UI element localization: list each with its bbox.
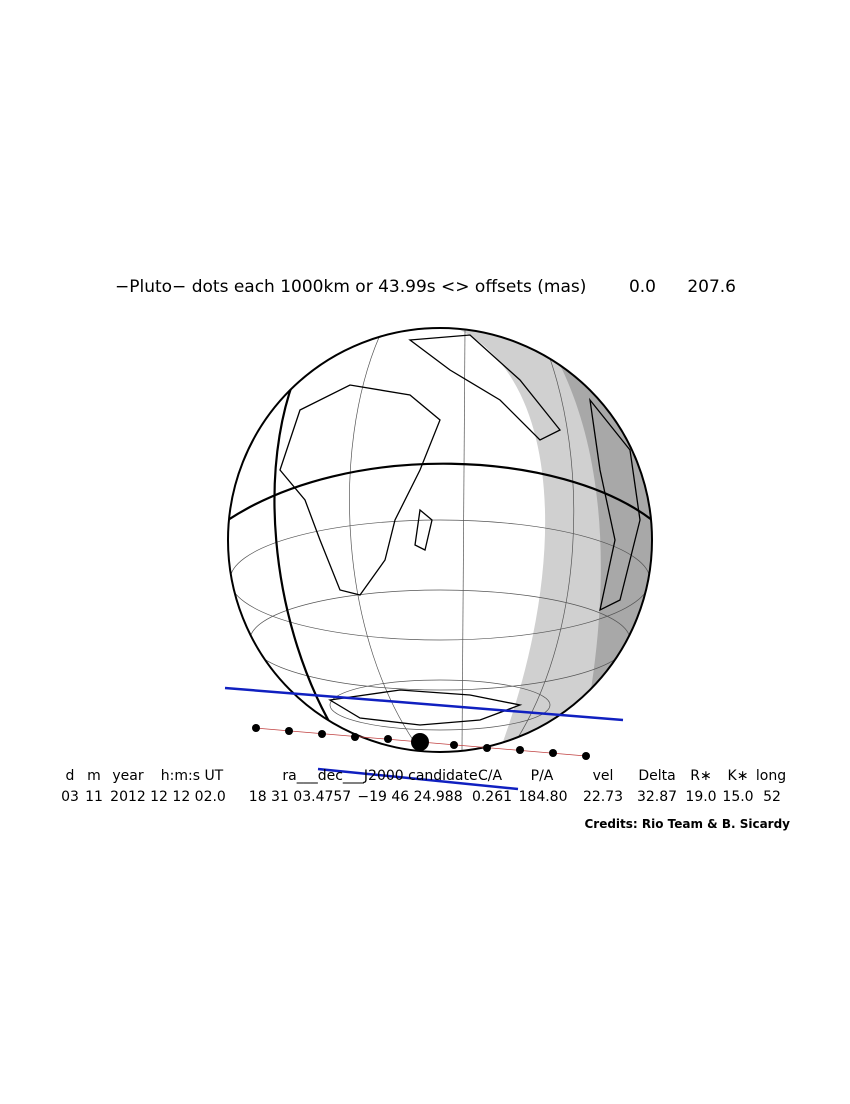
table-value: 52 bbox=[763, 789, 781, 805]
globe bbox=[227, 327, 653, 753]
column-header: m bbox=[87, 768, 101, 784]
column-header: h:m:s UT bbox=[161, 768, 224, 784]
table-value: 15.0 bbox=[722, 789, 753, 805]
column-header: R∗ bbox=[690, 768, 711, 784]
table-value: 03 bbox=[61, 789, 79, 805]
table-value: 0.261 bbox=[472, 789, 512, 805]
column-header: d bbox=[66, 768, 75, 784]
column-header: year bbox=[112, 768, 143, 784]
column-header: P/A bbox=[531, 768, 554, 784]
table-value: 22.73 bbox=[583, 789, 623, 805]
shadow-limit bbox=[317, 767, 519, 791]
offset: 0.0 bbox=[629, 277, 656, 297]
table-value: 12 12 02.0 bbox=[150, 789, 226, 805]
credits: Credits: Rio Team & B. Sicardy bbox=[584, 817, 790, 831]
table-value: 32.87 bbox=[637, 789, 677, 805]
shadow-limit bbox=[224, 686, 624, 722]
track bbox=[252, 724, 590, 760]
table-value: −19 46 24.988 bbox=[357, 789, 462, 805]
column-header: long bbox=[756, 768, 786, 784]
table-value: 19.0 bbox=[685, 789, 716, 805]
table-value: 18 31 03.4757 bbox=[249, 789, 351, 805]
offset: 207.6 bbox=[687, 277, 736, 297]
column-header: vel bbox=[593, 768, 614, 784]
table-value: 11 bbox=[85, 789, 103, 805]
column-header: C/A bbox=[478, 768, 502, 784]
title: −Pluto− dots each 1000km or 43.99s <> of… bbox=[115, 277, 586, 297]
column-header: Delta bbox=[638, 768, 675, 784]
column-header: K∗ bbox=[728, 768, 749, 784]
table-value: 2012 bbox=[110, 789, 146, 805]
column-header: ra___dec___J2000 candidate bbox=[282, 768, 477, 784]
table-value: 184.80 bbox=[519, 789, 568, 805]
